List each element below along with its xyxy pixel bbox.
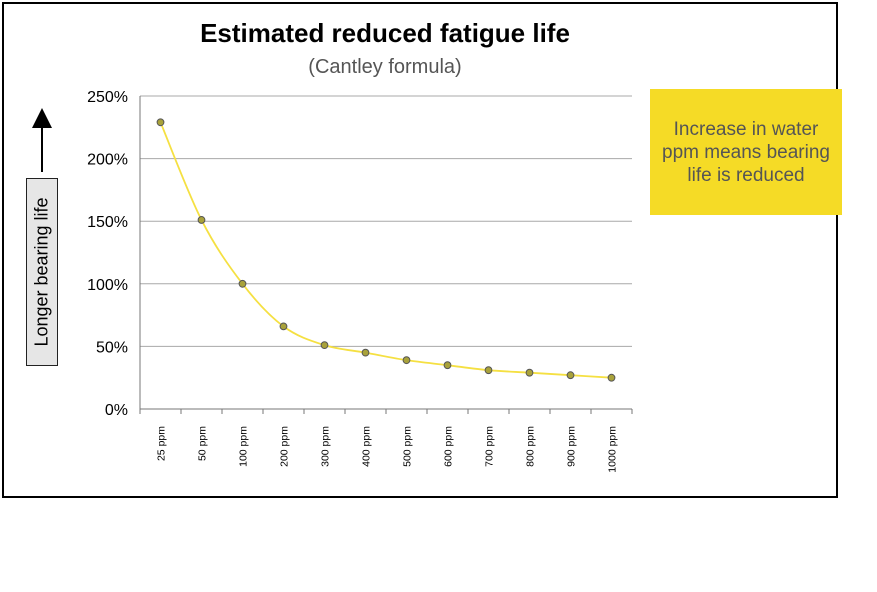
axes	[139, 96, 633, 414]
data-point	[156, 118, 165, 127]
x-tick-label: 300 ppm	[320, 426, 332, 467]
data-point	[402, 356, 411, 365]
data-point	[279, 322, 288, 331]
y-tick-label: 100%	[87, 277, 128, 294]
x-tick-label: 200 ppm	[279, 426, 291, 467]
data-point	[566, 371, 575, 380]
x-tick-labels: 25 ppm 50 ppm 100 ppm 200 ppm 300 ppm 400 ppm…	[156, 426, 619, 473]
x-tick-label: 1000 ppm	[607, 426, 619, 473]
data-point	[607, 373, 616, 382]
data-markers	[156, 118, 616, 382]
y-tick-label: 200%	[87, 152, 128, 169]
data-point	[484, 366, 493, 375]
y-axis-label-box: Longer bearing life	[26, 178, 58, 366]
data-point	[238, 279, 247, 288]
x-tick-label: 900 ppm	[566, 426, 578, 467]
y-tick-label: 50%	[96, 339, 128, 356]
y-tick-label: 250%	[87, 89, 128, 106]
x-tick-label: 700 ppm	[484, 426, 496, 467]
x-tick-label: 400 ppm	[361, 426, 373, 467]
x-tick-label: 600 ppm	[443, 426, 455, 467]
series-line	[159, 121, 612, 379]
x-tick-label: 500 ppm	[402, 426, 414, 467]
y-tick-label: 0%	[105, 402, 128, 419]
data-point	[361, 348, 370, 357]
data-point	[197, 216, 206, 224]
gridlines	[140, 95, 632, 347]
x-tick-label: 800 ppm	[525, 426, 537, 467]
x-tick-label: 50 ppm	[197, 426, 209, 461]
annotation-text: Increase in water ppm means bearing life…	[662, 118, 830, 186]
chart-frame	[2, 2, 838, 498]
data-point	[525, 368, 534, 377]
x-tick-label: 100 ppm	[238, 426, 250, 467]
chart-subtitle: (Cantley formula)	[308, 56, 462, 78]
y-tick-label: 150%	[87, 214, 128, 231]
chart-title: Estimated reduced fatigue life	[200, 18, 570, 48]
annotation-box: Increase in water ppm means bearing life…	[650, 89, 842, 215]
x-tick-label: 25 ppm	[156, 426, 168, 461]
data-point	[443, 361, 452, 370]
y-tick-labels: 0% 50% 100% 150% 200% 250%	[87, 89, 128, 419]
data-point	[320, 341, 329, 350]
